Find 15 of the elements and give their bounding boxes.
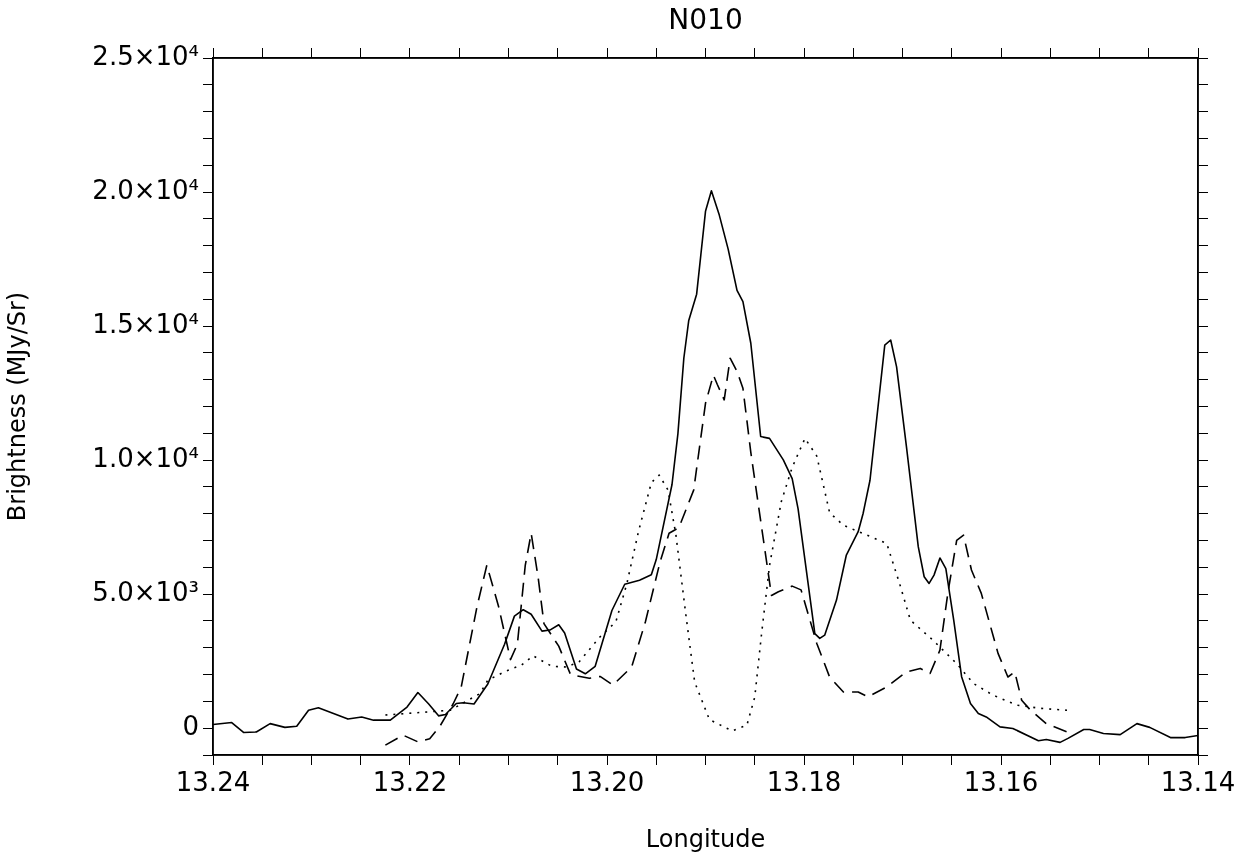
y-axis-title: Brightness (MJy/Sr) <box>2 291 31 522</box>
x-tick-label: 13.14 <box>1160 767 1236 798</box>
x-tick-label: 13.18 <box>766 767 842 798</box>
x-axis-title: Longitude <box>645 824 766 853</box>
y-tick-label: 2.0×10⁴ <box>92 174 199 205</box>
y-tick-label: 5.0×10³ <box>92 576 199 607</box>
x-tick-label: 13.24 <box>175 767 251 798</box>
y-tick-label: 1.5×10⁴ <box>92 308 199 339</box>
x-tick-label: 13.22 <box>372 767 448 798</box>
y-tick-label: 2.5×10⁴ <box>92 40 199 71</box>
y-tick-label: 0 <box>182 710 199 741</box>
y-tick-label: 1.0×10⁴ <box>92 442 199 473</box>
x-tick-label: 13.16 <box>963 767 1039 798</box>
chart-title: N010 <box>668 3 743 37</box>
x-tick-label: 13.20 <box>569 767 645 798</box>
